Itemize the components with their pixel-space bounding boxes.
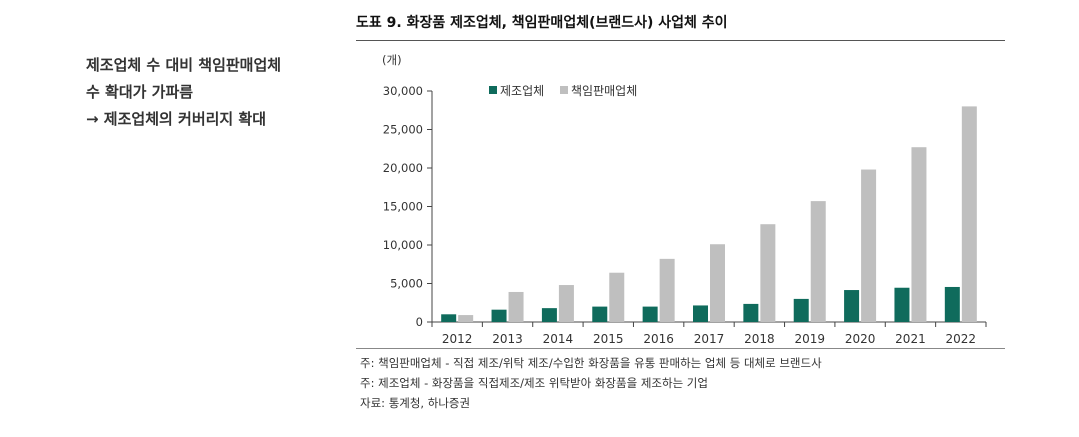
y-tick-label: 0 bbox=[416, 315, 423, 329]
bar-brand-seller bbox=[861, 169, 877, 322]
summary-text: 제조업체 수 대비 책임판매업체 수 확대가 가파름 → 제조업체의 커버리지 … bbox=[86, 52, 346, 133]
y-tick-label: 10,000 bbox=[383, 238, 423, 252]
bar-brand-seller bbox=[710, 244, 725, 322]
bar-brand-seller bbox=[911, 147, 927, 322]
bar-brand-seller bbox=[961, 106, 977, 323]
legend: 제조업체 책임판매업체 bbox=[489, 83, 637, 98]
bar-manufacturer bbox=[844, 290, 860, 322]
bar-manufacturer bbox=[894, 287, 910, 322]
footnote: 주: 책임판매업체 - 직접 제조/위탁 제조/수입한 화장품을 유통 판매하는… bbox=[360, 356, 822, 370]
legend-label: 책임판매업체 bbox=[571, 83, 637, 98]
bar-manufacturer bbox=[743, 303, 759, 322]
bar-brand-seller bbox=[458, 315, 474, 322]
x-tick-label: 2013 bbox=[492, 332, 523, 346]
summary-line: 제조업체 수 대비 책임판매업체 bbox=[86, 56, 282, 74]
x-tick-label: 2020 bbox=[845, 332, 876, 346]
bar-manufacturer bbox=[491, 309, 507, 322]
bar-manufacturer bbox=[642, 306, 658, 322]
x-axis: 2012 2013 2014 2015 2016 2017 2018 2019 2020 2021… bbox=[431, 321, 987, 346]
bar-manufacturer bbox=[693, 305, 708, 322]
y-tick-label: 25,000 bbox=[383, 123, 423, 137]
x-tick-label: 2018 bbox=[744, 332, 775, 346]
bar-brand-seller bbox=[760, 224, 776, 322]
x-tick-label: 2022 bbox=[946, 332, 977, 346]
summary-line: 수 확대가 가파름 bbox=[86, 83, 194, 101]
bar-manufacturer bbox=[793, 298, 809, 322]
footnote: 주: 제조업체 - 화장품을 직접제조/제조 위탁받아 화장품을 제조하는 기업 bbox=[360, 376, 708, 390]
bar-brand-seller bbox=[609, 272, 625, 322]
bar-manufacturer bbox=[441, 314, 457, 322]
y-tick-label: 15,000 bbox=[383, 200, 423, 214]
title-divider bbox=[356, 40, 1005, 41]
bar-manufacturer bbox=[541, 308, 557, 322]
figure-title: 도표 9. 화장품 제조업체, 책임판매업체(브랜드사) 사업체 추이 bbox=[356, 15, 728, 31]
x-tick-label: 2019 bbox=[794, 332, 825, 346]
y-tick-label: 5,000 bbox=[390, 277, 423, 291]
bar-series bbox=[441, 106, 977, 323]
legend-swatch bbox=[560, 86, 568, 94]
bar-chart: (개)05,00010,00015,00020,00025,00030,000 … bbox=[382, 53, 987, 346]
legend-label: 제조업체 bbox=[500, 84, 544, 98]
footnotes: 주: 책임판매업체 - 직접 제조/위탁 제조/수입한 화장품을 유통 판매하는… bbox=[360, 353, 822, 413]
legend-swatch bbox=[489, 86, 497, 94]
y-tick-label: 20,000 bbox=[383, 161, 423, 175]
source-note: 자료: 통계청, 하나증권 bbox=[360, 396, 471, 410]
bar-brand-seller bbox=[558, 285, 574, 322]
notes-divider bbox=[356, 348, 1005, 349]
y-axis: (개) 0 5,000 10,000 15,000 20,000 25,000 30,000 bbox=[382, 53, 433, 329]
bar-brand-seller bbox=[810, 201, 826, 322]
x-tick-label: 2012 bbox=[442, 332, 473, 346]
x-tick-label: 2014 bbox=[543, 332, 574, 346]
summary-line: → 제조업체의 커버리지 확대 bbox=[86, 110, 267, 128]
y-tick-label: 30,000 bbox=[383, 84, 423, 98]
x-tick-label: 2016 bbox=[643, 332, 674, 346]
bar-brand-seller bbox=[659, 258, 675, 322]
x-tick-label: 2021 bbox=[895, 332, 926, 346]
bar-brand-seller bbox=[508, 291, 524, 322]
x-tick-label: 2015 bbox=[593, 332, 624, 346]
bar-manufacturer bbox=[944, 286, 960, 322]
y-axis-unit-label: (개) bbox=[382, 53, 402, 67]
x-tick-label: 2017 bbox=[694, 332, 725, 346]
bar-manufacturer bbox=[592, 306, 608, 322]
